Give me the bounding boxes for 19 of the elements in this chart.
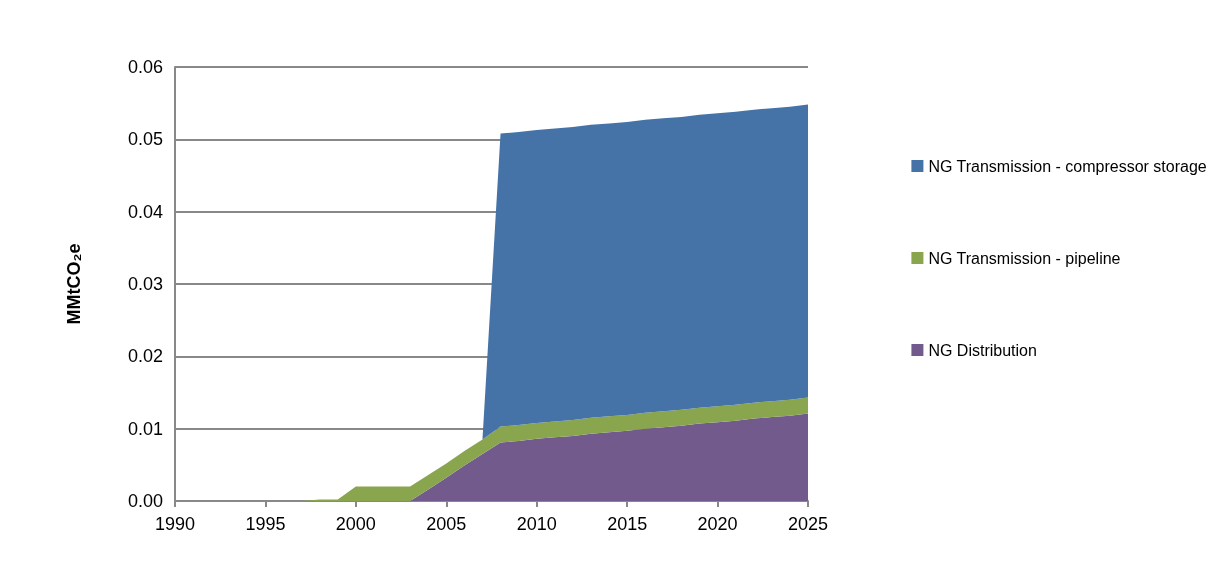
x-tick-label: 2005: [426, 514, 467, 534]
y-tick-label: 0.00: [127, 491, 163, 511]
y-tick-label: 0.06: [127, 57, 163, 77]
legend-label: NG Transmission - pipeline: [928, 249, 1121, 267]
y-tick-label: 0.01: [127, 418, 163, 439]
y-tick-label: 0.04: [127, 201, 163, 222]
x-tick-label: 2015: [607, 514, 648, 534]
x-tick-label: 2010: [516, 514, 557, 534]
legend-label: NG Transmission - compressor storage: [928, 157, 1207, 175]
x-tick-label: 1995: [245, 514, 286, 534]
y-tick-label: 0.05: [127, 129, 163, 150]
x-tick-label: 2025: [787, 514, 829, 534]
y-tick-label: 0.02: [127, 346, 163, 367]
y-axis-title: MMtCO₂e: [64, 243, 84, 325]
y-tick-label: 0.03: [127, 274, 163, 294]
x-tick-label: 2000: [335, 514, 376, 534]
x-tick-label: 2020: [697, 514, 738, 534]
legend-label: NG Distribution: [928, 341, 1037, 359]
x-tick-label: 1990: [154, 514, 196, 534]
